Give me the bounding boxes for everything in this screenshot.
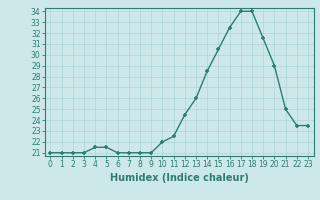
X-axis label: Humidex (Indice chaleur): Humidex (Indice chaleur) bbox=[110, 173, 249, 183]
